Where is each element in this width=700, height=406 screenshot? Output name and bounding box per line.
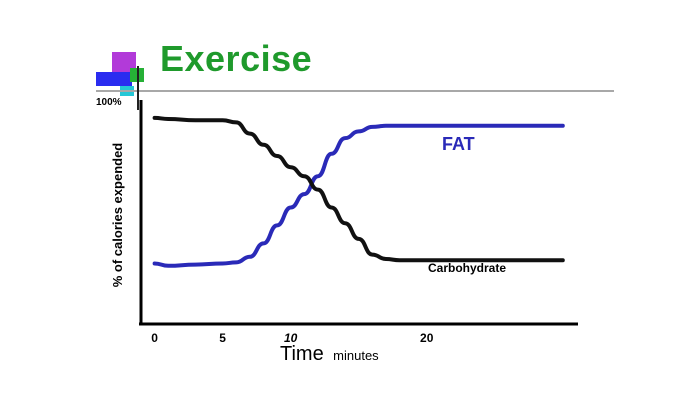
decor-blue-square bbox=[96, 72, 132, 86]
x-tick-label: 10 bbox=[284, 331, 298, 345]
fat-series-line bbox=[152, 123, 565, 268]
y-axis-label: % of calories expended bbox=[110, 143, 125, 288]
series-label-fat: FAT bbox=[442, 134, 475, 154]
x-axis-label: Time minutes bbox=[280, 343, 379, 365]
x-tick-label: 0 bbox=[151, 331, 158, 345]
x-tick-label: 5 bbox=[219, 331, 226, 345]
title-underline bbox=[96, 90, 614, 92]
series-label-carbohydrate: Carbohydrate bbox=[428, 261, 506, 275]
x-tick-label: 20 bbox=[420, 331, 434, 345]
decor-vertical-line bbox=[137, 66, 139, 110]
carbohydrate-series-line bbox=[152, 115, 565, 263]
slide-title: Exercise bbox=[160, 38, 313, 79]
y-axis-top-label: 100% bbox=[96, 97, 122, 108]
x-axis-label-unit: minutes bbox=[333, 348, 379, 363]
x-axis-label-main: Time bbox=[280, 343, 324, 365]
